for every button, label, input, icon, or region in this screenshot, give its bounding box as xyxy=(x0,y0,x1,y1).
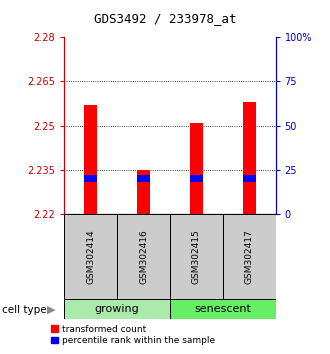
Text: GSM302414: GSM302414 xyxy=(86,229,95,284)
Bar xyxy=(84,105,97,214)
Text: GSM302416: GSM302416 xyxy=(139,229,148,284)
Text: GSM302417: GSM302417 xyxy=(245,229,254,284)
Text: ▶: ▶ xyxy=(47,305,55,315)
Bar xyxy=(64,299,170,319)
Bar xyxy=(137,170,150,214)
Bar xyxy=(170,299,276,319)
Bar xyxy=(64,214,117,299)
Text: cell type: cell type xyxy=(2,305,46,315)
Bar xyxy=(243,175,256,182)
Bar xyxy=(190,123,203,214)
Text: GSM302415: GSM302415 xyxy=(192,229,201,284)
Bar xyxy=(137,175,150,182)
Bar xyxy=(117,214,170,299)
Bar xyxy=(223,214,276,299)
Bar xyxy=(84,175,97,182)
Bar xyxy=(243,102,256,214)
Bar xyxy=(190,175,203,182)
Text: GDS3492 / 233978_at: GDS3492 / 233978_at xyxy=(94,12,236,25)
Text: senescent: senescent xyxy=(194,304,251,314)
Text: growing: growing xyxy=(95,304,140,314)
Bar xyxy=(170,214,223,299)
Legend: transformed count, percentile rank within the sample: transformed count, percentile rank withi… xyxy=(51,325,215,345)
